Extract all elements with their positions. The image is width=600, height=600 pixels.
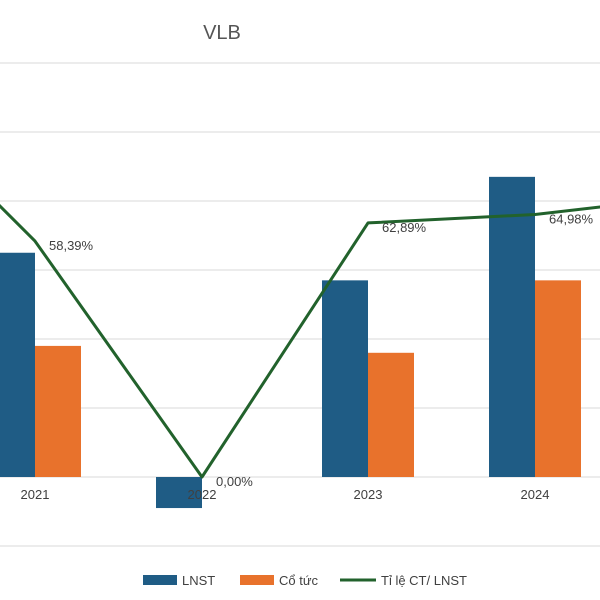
x-tick-label: 2021 xyxy=(21,487,50,502)
legend-swatch xyxy=(143,575,177,585)
line-tile-ct-lnst xyxy=(0,203,600,479)
legend-swatch xyxy=(240,575,274,585)
bar-Cổ tức xyxy=(368,352,414,477)
legend-label: Cổ tức xyxy=(279,573,319,588)
bar-LNST xyxy=(489,176,535,477)
bar-series xyxy=(0,176,581,509)
legend-label: Tỉ lệ CT/ LNST xyxy=(381,573,467,588)
x-tick-label: 2023 xyxy=(354,487,383,502)
bar-LNST xyxy=(156,477,202,509)
bar-LNST xyxy=(322,280,368,477)
data-label: 0,00% xyxy=(216,474,253,489)
x-axis-labels: 2021 2022 2023 2024 xyxy=(21,487,550,502)
gridlines xyxy=(0,62,600,547)
data-label: 64,98% xyxy=(549,211,594,226)
x-tick-label: 2024 xyxy=(521,487,550,502)
bar-Cổ tức xyxy=(35,345,81,477)
bar-LNST xyxy=(0,252,35,477)
chart-title: VLB xyxy=(203,22,241,44)
data-label: 62,89% xyxy=(382,220,427,235)
data-labels: 58,39% 0,00% 62,89% 64,98% xyxy=(49,211,594,489)
legend-label: LNST xyxy=(182,573,215,588)
legend: LNST Cổ tức Tỉ lệ CT/ LNST xyxy=(143,573,467,588)
bar-Cổ tức xyxy=(535,280,581,477)
x-tick-label: 2022 xyxy=(188,487,217,502)
line-series xyxy=(0,203,600,479)
data-label: 58,39% xyxy=(49,238,94,253)
